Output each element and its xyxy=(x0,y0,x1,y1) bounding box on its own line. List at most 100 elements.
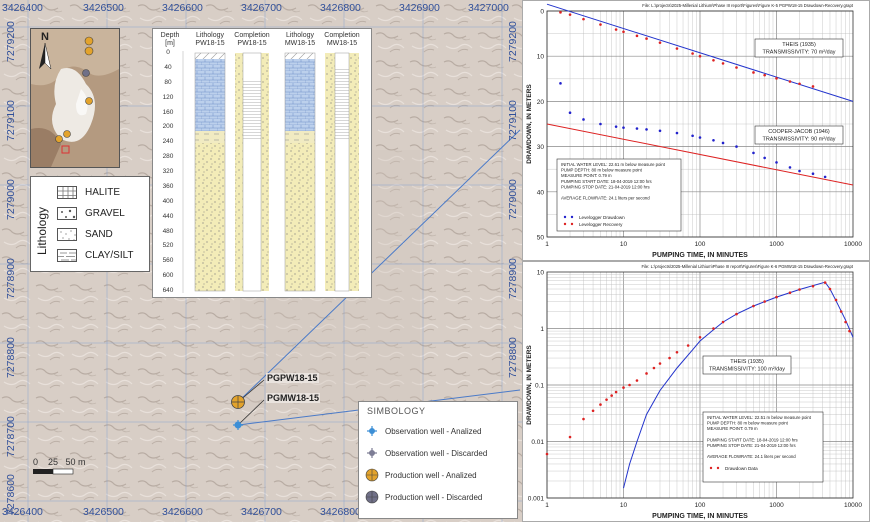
log-column-subtitle: PW18-15 xyxy=(195,40,225,47)
data-point xyxy=(559,11,562,14)
legend-marker xyxy=(716,466,720,470)
annotation-box xyxy=(754,125,844,145)
drawdown-plot-pgmw[interactable]: 1 10 100 1000 10000 0.001 0.01 0.1 1 10 PUMPING TI… xyxy=(522,261,870,522)
data-point xyxy=(645,372,648,375)
y-tick-label: 0.001 xyxy=(528,496,545,503)
symbology-label: Production well - Analized xyxy=(385,470,477,480)
data-point xyxy=(848,329,851,333)
data-point xyxy=(834,298,838,302)
legend-marker xyxy=(570,215,574,219)
symbology-item-production-analized: Production well - Analized xyxy=(365,468,477,482)
data-point xyxy=(568,111,572,114)
data-point xyxy=(599,122,602,126)
data-point xyxy=(599,23,602,26)
annotation-transmissivity: TRANSMISSIVITY: 90 m²/day xyxy=(762,137,835,143)
info-line: INITIAL WATER LEVEL: 22.61 m below measu… xyxy=(561,162,666,167)
depth-tick-label: 160 xyxy=(162,108,174,116)
data-point xyxy=(645,128,648,131)
inset-locator-map[interactable]: N xyxy=(30,28,120,168)
data-point xyxy=(605,398,608,401)
depth-tick-label: 320 xyxy=(162,168,174,175)
data-point xyxy=(752,304,755,308)
log-column-subtitle: MW18-15 xyxy=(326,40,358,47)
legend-item-gravel: GRAVEL xyxy=(57,206,125,220)
data-point xyxy=(698,335,702,339)
data-point xyxy=(735,145,738,148)
fit-line-cooper-jacob xyxy=(546,123,854,186)
drawdown-recovery-plot-pgpw[interactable]: 1 10 100 1000 10000 0 10 20 30 40 50 PUMPING TIME, … xyxy=(522,0,870,261)
symbology-label: Observation well - Discarded xyxy=(385,448,488,458)
fit-line-theis xyxy=(546,3,854,102)
x-coord-label: 3426800 xyxy=(320,2,361,14)
symbology-label: Production well - Discarded xyxy=(385,492,483,502)
y-tick-label: 30 xyxy=(537,144,545,151)
x-coord-label: 3426500 xyxy=(83,506,124,518)
borehole-logs-panel: Depth [m] Lithology PW18-15 Completion P… xyxy=(152,28,372,298)
legend-marker xyxy=(563,215,567,219)
data-point xyxy=(622,30,625,34)
info-line: AVERAGE FLOWRATE: 24.1 liters per second xyxy=(707,454,796,459)
y-tick-label: 40 xyxy=(537,189,545,196)
log-column-subtitle: PW18-15 xyxy=(237,40,267,47)
data-point xyxy=(775,161,778,164)
file-path-label: File: L:\projects\2025-Millenial Lithium… xyxy=(642,264,854,269)
well-label-pgpw: PGPW18-15 xyxy=(266,373,319,383)
depth-tick-label: 40 xyxy=(164,63,172,71)
data-point xyxy=(691,134,694,138)
data-point xyxy=(614,390,618,394)
legend-label: SAND xyxy=(85,228,113,240)
chart-svg: 1 10 100 1000 10000 0.001 0.01 0.1 1 10 PUMPING TI… xyxy=(526,264,862,520)
data-point xyxy=(798,169,801,173)
legend-label: CLAY/SILT xyxy=(85,249,134,261)
x-axis-label: PUMPING TIME, IN MINUTES xyxy=(652,513,748,520)
data-point xyxy=(788,166,792,169)
data-point xyxy=(658,129,662,133)
file-path-label: File: L:\projects\2025-Millenial Lithium… xyxy=(642,3,854,8)
depth-tick-label: 480 xyxy=(162,227,174,235)
y-tick-label: 10 xyxy=(537,54,545,61)
data-point xyxy=(752,151,755,155)
x-axis-label: PUMPING TIME, IN MINUTES xyxy=(652,252,748,259)
data-point xyxy=(721,320,725,324)
data-point xyxy=(775,295,778,299)
data-point xyxy=(675,131,679,135)
depth-tick-label: 520 xyxy=(162,242,174,250)
info-line: PUMPING STOP DATE: 21-04-2019 12:00 hrs xyxy=(561,184,650,189)
symbology-item-observation-analized: Observation well - Analized xyxy=(365,424,482,438)
production-well-marker-icon[interactable] xyxy=(231,395,245,409)
legend-item-sand: SAND xyxy=(57,227,113,241)
depth-tick-label: 640 xyxy=(162,287,174,294)
data-point xyxy=(844,320,847,324)
observation-well-marker-icon[interactable] xyxy=(233,420,243,430)
data-point xyxy=(828,287,832,291)
y-tick-label: 1 xyxy=(540,326,544,333)
scale-bar: 0 25 50 m xyxy=(33,457,93,476)
info-line: MEASURE POINT: 0.79 m xyxy=(707,426,758,431)
data-point xyxy=(721,141,725,145)
annotation-title: COOPER-JACOB (1946) xyxy=(768,129,830,135)
x-coord-label: 3426400 xyxy=(2,506,43,518)
info-box xyxy=(702,411,824,483)
data-point xyxy=(839,310,843,313)
legend-marker xyxy=(709,466,713,470)
north-arrow-icon: N xyxy=(37,31,53,73)
data-point xyxy=(811,172,815,176)
y-axis-label: DRAWDOWN, IN METERS xyxy=(526,345,533,425)
north-label: N xyxy=(41,31,49,43)
data-point xyxy=(763,156,766,160)
chart-svg: 1 10 100 1000 10000 0 10 20 30 40 50 PUMPING TIME, … xyxy=(526,3,862,259)
x-tick-label: 10 xyxy=(620,502,628,509)
x-tick-label: 100 xyxy=(695,241,706,248)
legend-marker xyxy=(563,222,567,226)
data-point xyxy=(591,409,595,413)
log-column-title: Completion xyxy=(234,32,270,39)
data-point xyxy=(691,52,694,55)
data-point xyxy=(658,41,662,44)
well-label-pgmw: PGMW18-15 xyxy=(266,393,321,403)
scale-label: 0 25 50 m xyxy=(33,457,86,467)
data-point xyxy=(610,394,613,397)
data-point xyxy=(798,82,801,86)
data-point xyxy=(559,82,562,85)
x-tick-label: 1000 xyxy=(769,502,784,509)
map-panel[interactable]: 3426400 3426500 3426600 3426700 3426800 … xyxy=(0,0,522,522)
